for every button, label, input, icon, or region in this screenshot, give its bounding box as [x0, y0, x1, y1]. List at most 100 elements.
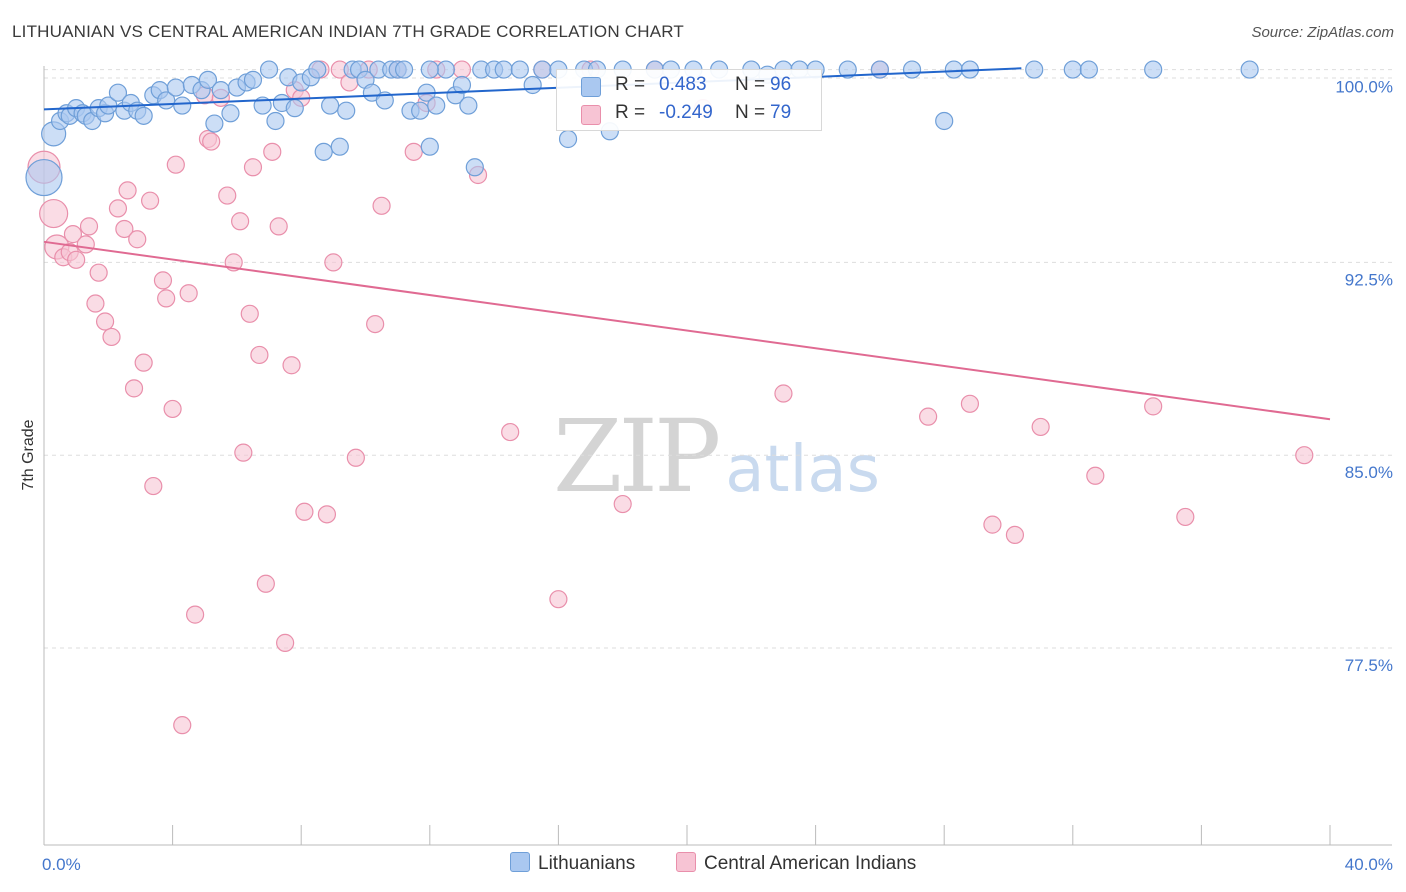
point-central-american-indians — [124, 379, 144, 398]
point-lithuanians — [394, 60, 414, 79]
legend-r-label: R = — [615, 102, 646, 123]
legend-r-label: R = — [615, 74, 646, 95]
y-tick-label: 92.5% — [1345, 270, 1393, 289]
point-central-american-indians — [549, 590, 568, 609]
bottom-legend-label: Central American Indians — [704, 853, 917, 874]
point-central-american-indians — [960, 394, 980, 413]
point-central-american-indians — [243, 158, 263, 177]
point-central-american-indians — [128, 230, 147, 249]
point-lithuanians — [285, 99, 304, 118]
point-lithuanians — [259, 60, 279, 79]
point-central-american-indians — [1031, 417, 1050, 437]
point-central-american-indians — [115, 219, 134, 239]
point-central-american-indians — [919, 407, 938, 426]
point-lithuanians — [173, 96, 192, 115]
legend-n-value: 96 — [770, 74, 792, 95]
point-central-american-indians — [108, 199, 128, 218]
point-lithuanians — [243, 70, 263, 89]
trend-line-lithuanians — [43, 67, 1022, 111]
chart-title: LITHUANIAN VS CENTRAL AMERICAN INDIAN 7T… — [12, 22, 685, 41]
point-central-american-indians — [163, 399, 182, 419]
point-central-american-indians — [774, 384, 793, 403]
point-central-american-indians — [234, 443, 253, 462]
watermark-zip: ZIP — [553, 398, 721, 515]
bottom-legend-lithuanians: Lithuanians — [510, 852, 635, 876]
trend-lines — [43, 67, 1331, 421]
y-tick-label: 77.5% — [1345, 656, 1393, 675]
point-lithuanians — [1025, 60, 1044, 79]
point-central-american-indians — [501, 422, 520, 442]
point-lithuanians — [205, 114, 224, 133]
point-lithuanians — [533, 60, 552, 79]
tick-labels: 100.0% 92.5% 85.0% 77.5% 0.0% 40.0% 7th Grade — [20, 78, 1393, 874]
point-central-american-indians — [179, 284, 198, 303]
point-lithuanians — [134, 106, 153, 125]
point-central-american-indians — [366, 314, 385, 334]
point-central-american-indians — [173, 716, 192, 735]
point-central-american-indians — [95, 312, 115, 331]
point-lithuanians — [523, 75, 542, 95]
point-central-american-indians — [282, 356, 301, 375]
point-central-american-indians — [404, 142, 423, 161]
point-lithuanians — [321, 96, 340, 115]
point-central-american-indians — [1086, 466, 1105, 485]
point-central-american-indians — [140, 191, 160, 210]
point-lithuanians — [198, 70, 218, 89]
point-lithuanians — [902, 60, 922, 79]
legend-swatch-pink — [581, 105, 601, 125]
y-axis-title: 7th Grade — [20, 419, 37, 490]
point-lithuanians — [452, 75, 472, 95]
point-lithuanians — [510, 60, 529, 79]
watermark-atlas: atlas — [725, 433, 880, 507]
grid-lines — [44, 69, 1392, 649]
point-central-american-indians — [250, 345, 269, 365]
point-lithuanians — [420, 60, 439, 79]
watermark: ZIP atlas — [553, 398, 880, 515]
point-lithuanians — [494, 60, 513, 79]
x-tick-label-min: 0.0% — [42, 855, 81, 874]
point-central-american-indians — [263, 142, 282, 161]
y-tick-label: 85.0% — [1345, 463, 1393, 482]
point-central-american-indians — [346, 448, 365, 467]
point-lithuanians — [314, 142, 333, 161]
point-central-american-indians — [134, 353, 153, 372]
point-central-american-indians — [202, 132, 221, 151]
point-central-american-indians — [89, 263, 108, 282]
point-lithuanians — [870, 60, 890, 79]
point-lithuanians — [436, 60, 455, 79]
point-central-american-indians — [166, 155, 185, 174]
point-central-american-indians — [1005, 525, 1025, 545]
source-label: Source: ZipAtlas.com — [1251, 24, 1394, 41]
x-tick-label-max: 40.0% — [1345, 855, 1393, 874]
stats-legend: R = 0.483 N = 96 R = -0.249 N = 79 — [556, 69, 822, 131]
point-central-american-indians — [144, 476, 163, 496]
point-lithuanians — [337, 101, 356, 120]
point-central-american-indians — [76, 235, 95, 254]
trend-line-central-american-indians — [43, 240, 1331, 421]
point-lithuanians — [944, 60, 963, 79]
point-central-american-indians — [86, 294, 105, 313]
point-central-american-indians — [1295, 446, 1314, 465]
point-central-american-indians — [153, 271, 173, 290]
point-central-american-indians — [63, 225, 83, 244]
bottom-legend-swatch-blue — [510, 852, 530, 872]
point-lithuanians — [1240, 60, 1259, 79]
series-central-american-indians — [27, 60, 1314, 735]
legend-n-label: N = — [735, 102, 766, 123]
point-central-american-indians — [452, 60, 472, 79]
point-central-american-indians — [295, 502, 314, 521]
point-lithuanians — [221, 104, 240, 123]
point-lithuanians — [411, 101, 430, 120]
point-central-american-indians — [157, 289, 176, 308]
point-lithuanians — [308, 60, 327, 79]
legend-swatch-blue — [581, 77, 601, 97]
point-central-american-indians — [39, 198, 69, 229]
point-lithuanians — [166, 78, 185, 97]
series-lithuanians — [25, 60, 1259, 197]
point-central-american-indians — [102, 327, 121, 347]
point-lithuanians — [1079, 60, 1098, 79]
point-lithuanians — [1144, 60, 1163, 79]
legend-r-value: -0.249 — [659, 102, 713, 123]
point-lithuanians — [25, 158, 63, 197]
